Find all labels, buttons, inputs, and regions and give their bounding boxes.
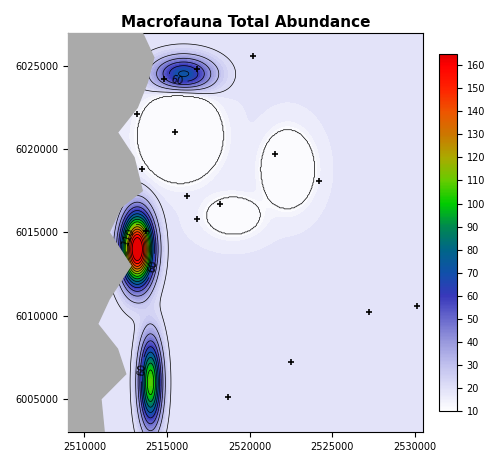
Title: Macrofauna Total Abundance: Macrofauna Total Abundance (121, 15, 370, 30)
Text: 60: 60 (170, 74, 184, 87)
Polygon shape (68, 33, 154, 432)
Text: 60: 60 (136, 362, 148, 376)
Text: 60: 60 (146, 259, 159, 273)
Text: 110: 110 (120, 226, 136, 246)
